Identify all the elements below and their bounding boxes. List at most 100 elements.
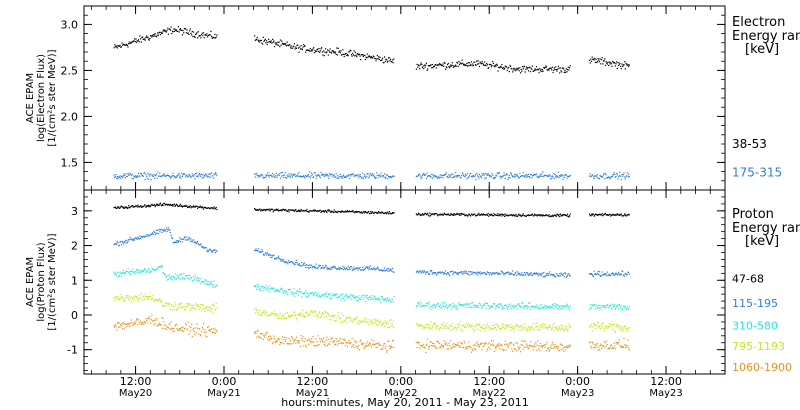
data-point (427, 175, 429, 177)
data-point (476, 214, 479, 216)
data-point (163, 202, 165, 204)
data-point (610, 63, 612, 65)
data-point (340, 312, 343, 314)
data-point (480, 272, 482, 274)
data-point (354, 55, 356, 57)
data-point (384, 177, 386, 179)
data-point (419, 175, 421, 177)
data-point (288, 289, 290, 291)
data-point (516, 271, 518, 273)
data-point (557, 68, 559, 70)
data-point (315, 291, 317, 293)
data-point (349, 296, 351, 298)
data-point (329, 315, 331, 317)
data-point (342, 298, 345, 300)
data-point (199, 283, 201, 285)
data-point (331, 293, 333, 295)
data-point (495, 323, 497, 325)
data-point (209, 281, 211, 283)
data-point (142, 321, 144, 323)
data-point (149, 205, 152, 208)
data-point (371, 175, 373, 177)
data-point (177, 329, 179, 332)
data-point (206, 250, 208, 253)
data-point (130, 238, 132, 240)
data-point (549, 307, 551, 309)
data-point (478, 63, 480, 65)
data-point (288, 211, 290, 213)
data-point (203, 307, 205, 309)
data-point (367, 266, 369, 268)
data-point (296, 340, 298, 342)
data-point (198, 243, 200, 246)
data-point (314, 209, 316, 211)
data-point (296, 289, 298, 291)
data-point (512, 215, 514, 217)
data-point (458, 344, 460, 346)
data-point (319, 341, 321, 343)
data-point (197, 327, 199, 329)
data-point (153, 35, 155, 37)
data-point (549, 324, 551, 326)
data-point (541, 173, 543, 175)
data-point (559, 308, 561, 310)
data-point (157, 233, 160, 235)
data-point (149, 270, 152, 272)
data-point (303, 263, 305, 265)
data-point (267, 172, 269, 174)
data-point (559, 216, 561, 218)
data-point (520, 69, 522, 71)
data-point (443, 65, 445, 67)
data-point (203, 246, 205, 248)
data-point (329, 51, 331, 53)
data-point (514, 348, 516, 350)
data-point (561, 274, 563, 276)
data-point (256, 249, 258, 251)
data-point (179, 176, 181, 178)
data-point (475, 324, 477, 326)
data-point (266, 331, 268, 333)
data-point (517, 324, 519, 326)
data-point (382, 322, 384, 324)
data-point (350, 342, 352, 344)
data-point (346, 53, 349, 56)
data-point (567, 328, 569, 330)
data-point (565, 305, 567, 307)
data-point (490, 63, 492, 66)
data-point (329, 268, 331, 270)
data-point (503, 172, 505, 174)
data-point (466, 65, 469, 67)
data-point (539, 174, 541, 176)
data-point (430, 271, 432, 273)
data-point (317, 174, 319, 176)
data-point (351, 211, 353, 213)
data-point (518, 214, 520, 216)
data-point (606, 214, 608, 216)
data-point (460, 271, 463, 273)
data-point (115, 273, 117, 275)
data-point (288, 315, 290, 317)
data-point (610, 215, 612, 217)
data-point (547, 306, 549, 309)
data-point (199, 206, 201, 208)
data-point (598, 346, 600, 348)
data-point (273, 45, 276, 48)
data-point (170, 204, 172, 206)
data-point (529, 326, 531, 329)
data-point (276, 176, 278, 178)
data-point (603, 327, 605, 330)
data-point (489, 348, 491, 350)
data-point (527, 70, 530, 72)
data-point (457, 302, 459, 304)
data-point (206, 306, 208, 308)
data-point (202, 174, 204, 176)
data-point (567, 175, 569, 177)
data-point (611, 214, 613, 216)
data-point (494, 176, 496, 178)
data-point (171, 237, 173, 239)
data-point (598, 271, 601, 273)
data-point (265, 210, 267, 212)
data-point (170, 176, 172, 178)
data-point (264, 38, 266, 40)
data-point (212, 304, 215, 306)
